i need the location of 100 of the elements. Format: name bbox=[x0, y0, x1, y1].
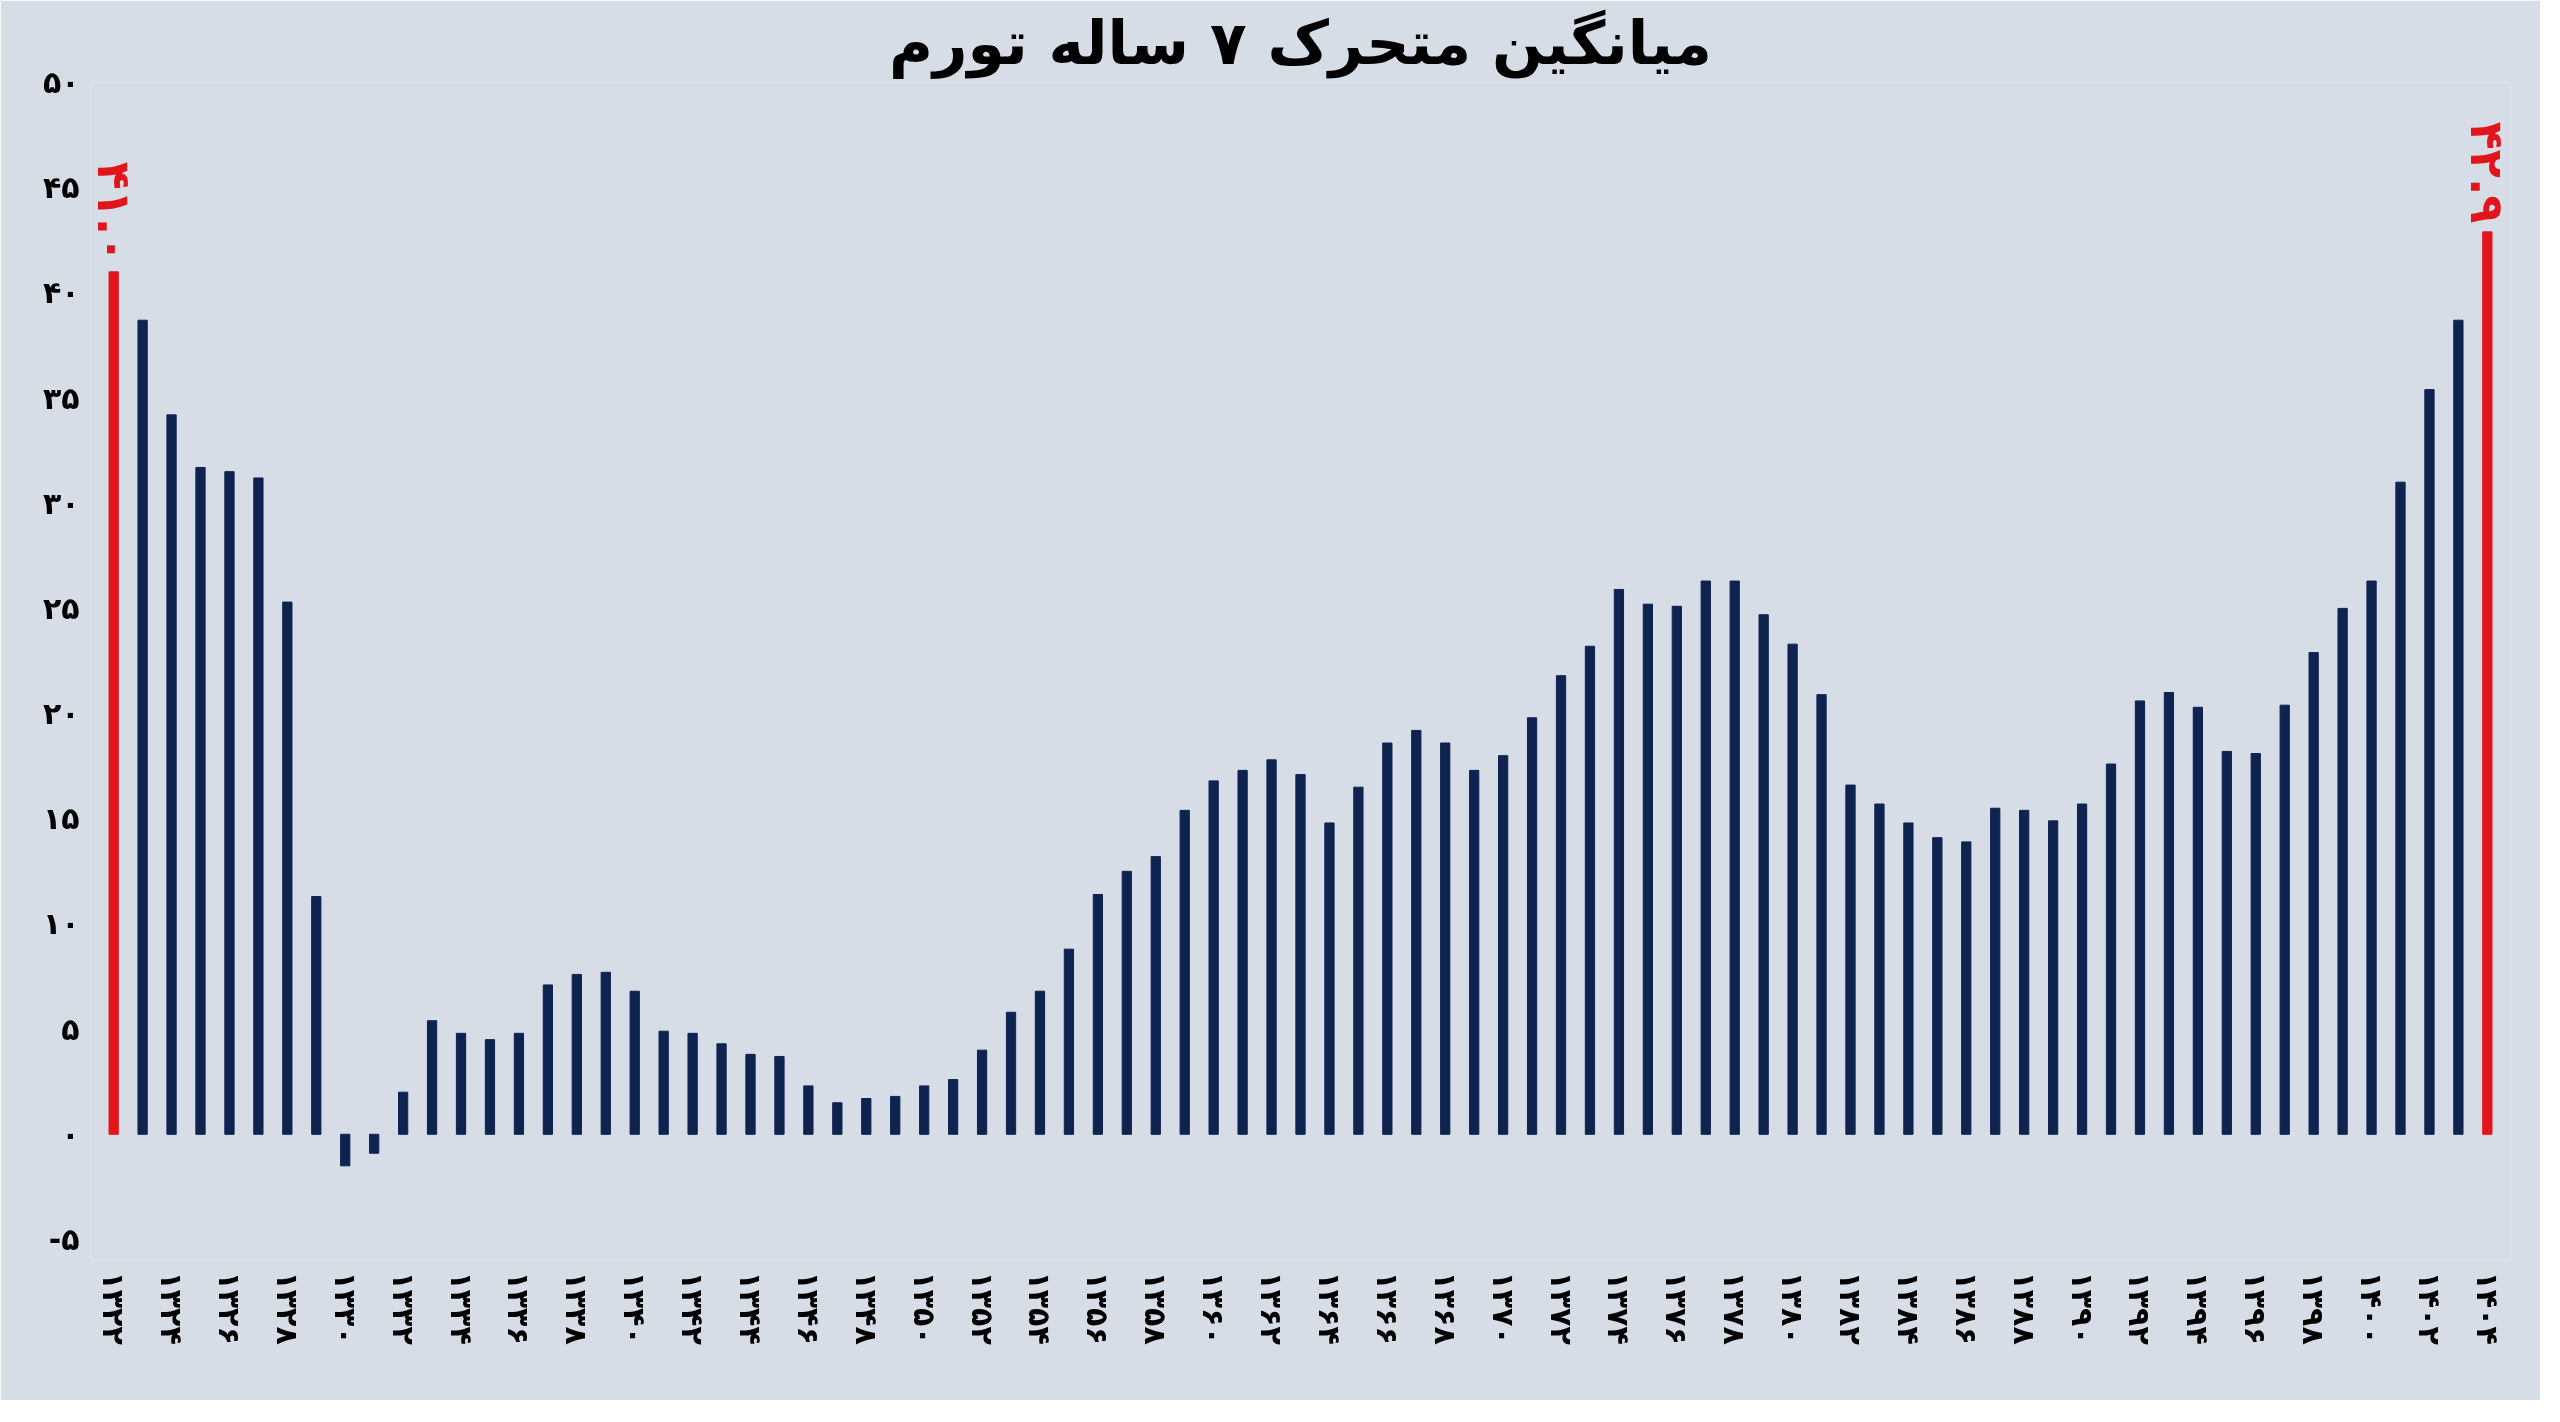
x-tick-label: ۱۳۶۲ bbox=[1254, 1271, 1290, 1345]
bar bbox=[1324, 822, 1335, 1135]
bar bbox=[369, 1133, 380, 1154]
bar bbox=[948, 1079, 959, 1135]
x-tick-label: ۱۳۲۴ bbox=[154, 1271, 190, 1345]
x-tick-label: ۱۴۰۲ bbox=[2411, 1271, 2447, 1345]
bar bbox=[919, 1085, 930, 1135]
bar bbox=[282, 601, 293, 1135]
data-label: ۴۲.۹ bbox=[2460, 121, 2515, 224]
bar bbox=[861, 1098, 872, 1135]
bar bbox=[1729, 580, 1740, 1135]
x-tick-label: ۱۳۹۴ bbox=[2180, 1271, 2216, 1345]
bar bbox=[2192, 706, 2203, 1135]
x-tick-label: ۱۴۰۴ bbox=[2469, 1271, 2505, 1345]
bar bbox=[1642, 603, 1653, 1135]
x-tick-label: ۱۳۵۲ bbox=[964, 1271, 1000, 1345]
y-tick-label: ۴۰ bbox=[42, 275, 80, 311]
bar bbox=[1237, 769, 1248, 1135]
bar bbox=[1758, 614, 1769, 1135]
x-tick-label: ۱۳۳۴ bbox=[443, 1271, 479, 1345]
bar bbox=[2453, 319, 2464, 1135]
bar bbox=[2308, 652, 2319, 1135]
bar bbox=[1092, 893, 1103, 1135]
x-tick-label: ۱۳۸۶ bbox=[1948, 1271, 1984, 1345]
bar bbox=[253, 477, 264, 1135]
bar bbox=[1353, 786, 1364, 1135]
bar bbox=[2279, 704, 2290, 1135]
bar bbox=[137, 319, 148, 1135]
bar bbox=[2395, 481, 2406, 1135]
bar bbox=[2250, 753, 2261, 1135]
bar bbox=[1555, 675, 1567, 1135]
bar bbox=[1700, 580, 1711, 1135]
bar bbox=[2019, 809, 2030, 1135]
bar bbox=[745, 1053, 756, 1135]
bar bbox=[108, 271, 119, 1135]
y-tick-label: ۱۰ bbox=[42, 906, 80, 942]
bar bbox=[1671, 605, 1682, 1135]
bar bbox=[1034, 990, 1046, 1135]
bar bbox=[832, 1102, 843, 1135]
x-tick-label: ۱۳۷۸ bbox=[1717, 1271, 1753, 1345]
bar bbox=[2482, 231, 2493, 1135]
bar bbox=[484, 1039, 496, 1135]
bar bbox=[1121, 870, 1132, 1135]
bar bbox=[629, 990, 640, 1135]
x-tick-label: ۱۳۴۴ bbox=[733, 1271, 768, 1345]
x-tick-label: ۱۳۶۰ bbox=[1196, 1271, 1232, 1345]
x-tick-label: ۱۳۹۲ bbox=[2122, 1271, 2158, 1345]
x-tick-label: ۱۳۳۶ bbox=[501, 1271, 537, 1345]
y-tick-label: ۱۵ bbox=[42, 801, 80, 837]
x-tick-label: ۱۳۵۰ bbox=[906, 1271, 942, 1345]
bar bbox=[658, 1030, 669, 1135]
x-tick-label: ۱۳۴۶ bbox=[790, 1271, 826, 1345]
bar bbox=[1816, 694, 1827, 1135]
bar bbox=[1411, 729, 1422, 1135]
bar bbox=[1845, 784, 1856, 1135]
bar bbox=[1990, 807, 2001, 1135]
y-tick-label: ۴۵ bbox=[42, 170, 80, 206]
bar bbox=[687, 1032, 698, 1135]
bar bbox=[513, 1032, 525, 1135]
y-tick-label: ۳۵ bbox=[42, 380, 80, 416]
x-tick-label: ۱۳۵۴ bbox=[1022, 1271, 1058, 1345]
bar bbox=[2105, 763, 2117, 1135]
bar bbox=[774, 1055, 785, 1135]
bar bbox=[311, 896, 322, 1135]
chart-title: میانگین متحرک ۷ ساله تورم bbox=[889, 7, 1713, 79]
bar bbox=[1498, 755, 1509, 1135]
bar bbox=[1440, 742, 1451, 1135]
bar bbox=[1903, 822, 1914, 1135]
x-tick-label: ۱۳۷۴ bbox=[1601, 1271, 1637, 1345]
bar bbox=[803, 1085, 814, 1135]
y-tick-label: ۵۰ bbox=[42, 65, 80, 100]
bar bbox=[340, 1133, 351, 1167]
bar bbox=[455, 1032, 467, 1135]
x-tick-label: ۱۳۴۲ bbox=[675, 1271, 711, 1345]
x-tick-label: ۱۳۷۰ bbox=[1485, 1271, 1521, 1345]
x-tick-label: ۱۳۲۸ bbox=[269, 1271, 305, 1345]
bar bbox=[1787, 643, 1798, 1135]
x-tick-label: ۱۳۵۸ bbox=[1138, 1271, 1174, 1345]
x-tick-label: ۱۳۶۴ bbox=[1311, 1271, 1347, 1345]
bar bbox=[1469, 769, 1480, 1135]
bar bbox=[2163, 692, 2175, 1135]
x-tick-label: ۱۳۷۲ bbox=[1543, 1271, 1579, 1345]
x-tick-label: ۱۳۶۶ bbox=[1369, 1271, 1405, 1345]
bar bbox=[1526, 717, 1538, 1135]
y-tick-label: ۳۰ bbox=[42, 485, 80, 521]
x-tick-label: ۱۳۸۲ bbox=[1833, 1271, 1868, 1345]
bar bbox=[426, 1020, 438, 1135]
bar bbox=[2366, 580, 2377, 1135]
x-tick-label: ۱۳۸۴ bbox=[1890, 1271, 1926, 1345]
bar bbox=[2048, 820, 2059, 1135]
bar bbox=[2134, 700, 2146, 1135]
data-label: ۴۱.۰ bbox=[86, 161, 141, 264]
bar bbox=[716, 1043, 727, 1135]
bar bbox=[1295, 774, 1306, 1135]
bar bbox=[1613, 588, 1625, 1135]
bar bbox=[1382, 742, 1393, 1135]
bar bbox=[2221, 750, 2232, 1135]
bar bbox=[1063, 948, 1075, 1135]
x-tick-label: ۱۳۲۲ bbox=[96, 1271, 132, 1345]
bar bbox=[600, 971, 611, 1135]
